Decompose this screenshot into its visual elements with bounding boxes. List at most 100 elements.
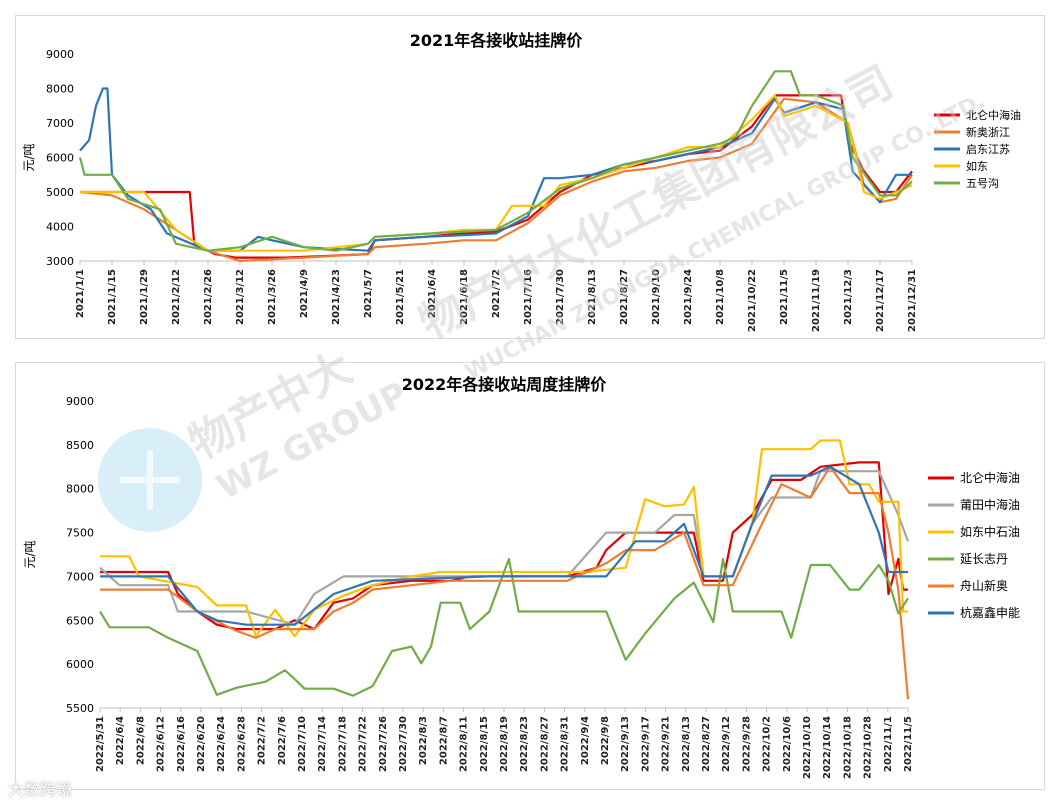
x-tick-label: 2022/6/20: [196, 716, 207, 772]
x-tick-label: 2022/7/18: [337, 716, 348, 772]
x-tick-label: 2022/8/7: [438, 716, 449, 765]
x-tick-label: 2021/2/12: [171, 269, 182, 325]
chart-panel-2021: 2021年各接收站挂牌价元/吨 3000 4000 5000 6000 7000 8000 9…: [15, 15, 1045, 339]
x-tick-label: 2022/11/1: [883, 716, 894, 772]
x-tick-label: 2022/8/23: [519, 716, 530, 772]
series-line: [99, 557, 909, 697]
y-tick-label: 4000: [46, 221, 74, 234]
y-tick-label: 7000: [46, 117, 74, 130]
legend-label: 北仑中海油: [966, 108, 1021, 122]
y-tick-label: 8000: [46, 83, 74, 96]
x-tick-label: 2022/10/2: [762, 716, 773, 772]
x-tick-label: 2022/8/13: [681, 716, 692, 772]
chart-title: 2021年各接收站挂牌价: [410, 31, 584, 50]
series-line: [80, 94, 913, 252]
x-tick-label: 2021/1/29: [139, 269, 150, 325]
x-tick-label: 2021/7/2: [491, 269, 502, 318]
x-tick-label: 2022/6/4: [115, 716, 126, 765]
x-tick-label: 2022/7/10: [297, 716, 308, 772]
legend-label: 延长志丹: [960, 552, 1008, 566]
x-tick-label: 2022/7/26: [378, 716, 389, 772]
legend-label: 启东江苏: [966, 143, 1010, 156]
x-tick-label: 2022/10/6: [782, 716, 793, 772]
series-line: [100, 465, 910, 700]
x-tick-label: 2022/11/5: [903, 716, 914, 772]
x-tick-label: 2022/7/2: [257, 716, 268, 765]
series-line: [78, 70, 913, 252]
x-tick-label: 2021/1/1: [75, 269, 86, 318]
x-tick-label: 2021/12/31: [907, 269, 918, 332]
x-tick-label: 2021/12/17: [875, 269, 886, 332]
x-tick-label: 2022/6/12: [156, 716, 167, 772]
x-tick-label: 2022/7/6: [277, 716, 288, 765]
x-tick-label: 2022/8/11: [459, 716, 470, 772]
legend-label: 舟山新奥: [960, 578, 1008, 593]
series-line: [99, 470, 910, 626]
legend-label: 莆田中海油: [960, 497, 1020, 512]
y-tick-label: 6500: [66, 614, 94, 627]
x-tick-label: 2021/11/5: [779, 269, 790, 325]
x-tick-label: 2021/5/7: [363, 269, 374, 318]
x-tick-label: 2022/9/28: [741, 716, 752, 772]
x-tick-label: 2021/7/16: [523, 269, 534, 325]
legend-label: 如东中石油: [960, 524, 1020, 539]
x-tick-label: 2021/11/19: [811, 269, 822, 332]
x-tick-label: 2022/9/4: [580, 716, 591, 765]
y-tick-label: 9000: [46, 48, 74, 61]
y-tick-label: 5000: [46, 186, 74, 199]
x-tick-label: 2022/10/10: [802, 716, 813, 779]
legend-label: 新奥浙江: [966, 125, 1010, 139]
y-tick-label: 5500: [66, 702, 94, 715]
series-line: [79, 97, 913, 263]
x-tick-label: 2022/8/31: [560, 716, 571, 772]
chart-title: 2022年各接收站周度挂牌价: [402, 375, 608, 394]
x-tick-label: 2022/7/30: [398, 716, 409, 772]
x-tick-label: 2021/2/26: [203, 269, 214, 325]
y-tick-label: 8000: [66, 483, 94, 496]
x-tick-label: 2022/10/28: [863, 716, 874, 779]
x-tick-label: 2021/6/4: [427, 269, 438, 318]
x-tick-label: 2021/1/15: [107, 269, 118, 325]
x-tick-label: 2022/8/27: [539, 716, 550, 772]
y-axis-label: 元/吨: [23, 540, 37, 568]
y-axis-label: 元/吨: [22, 143, 36, 171]
series-line: [79, 87, 912, 252]
x-tick-label: 2022/9/13: [620, 716, 631, 772]
x-tick-label: 2022/9/12: [721, 716, 732, 772]
x-tick-label: 2021/7/30: [555, 269, 566, 325]
x-tick-label: 2022/8/19: [499, 716, 510, 772]
x-tick-label: 2022/5/31: [95, 716, 106, 772]
chart-panel-2022: 2022年各接收站周度挂牌价 元/吨 5500 6000 6500 7000 7500 800…: [15, 362, 1045, 790]
x-tick-label: 2022/9/8: [600, 716, 611, 765]
x-tick-label: 2022/6/24: [216, 716, 227, 772]
y-tick-label: 8500: [66, 439, 94, 452]
y-tick-label: 7500: [66, 527, 94, 540]
x-tick-label: 2021/12/3: [843, 269, 854, 325]
footer-brand: 大数跨境: [8, 780, 73, 799]
x-tick-label: 2021/8/27: [619, 269, 630, 325]
x-tick-label: 2021/10/8: [715, 269, 726, 325]
x-tick-label: 2021/8/13: [587, 269, 598, 325]
legend-label: 五号沟: [966, 177, 999, 190]
x-tick-label: 2022/7/14: [317, 716, 328, 772]
x-tick-label: 2022/10/14: [822, 716, 833, 779]
x-tick-label: 2022/10/18: [842, 716, 853, 779]
y-tick-label: 6000: [66, 658, 94, 671]
x-tick-label: 2022/9/21: [661, 716, 672, 772]
x-tick-label: 2021/6/18: [459, 269, 470, 325]
x-tick-label: 2022/9/17: [640, 716, 651, 772]
legend-label: 如东: [966, 159, 988, 173]
x-tick-label: 2021/5/21: [395, 269, 406, 325]
x-tick-label: 2022/6/16: [176, 716, 187, 772]
y-tick-label: 3000: [46, 255, 74, 268]
x-tick-label: 2021/4/9: [299, 269, 310, 318]
x-tick-label: 2022/7/22: [358, 716, 369, 772]
y-tick-label: 6000: [46, 152, 74, 165]
x-tick-label: 2021/9/24: [683, 269, 694, 325]
x-tick-label: 2021/10/22: [747, 269, 758, 332]
x-tick-label: 2022/6/28: [236, 716, 247, 772]
x-tick-label: 2021/3/26: [267, 269, 278, 325]
x-tick-label: 2022/6/8: [135, 716, 146, 765]
